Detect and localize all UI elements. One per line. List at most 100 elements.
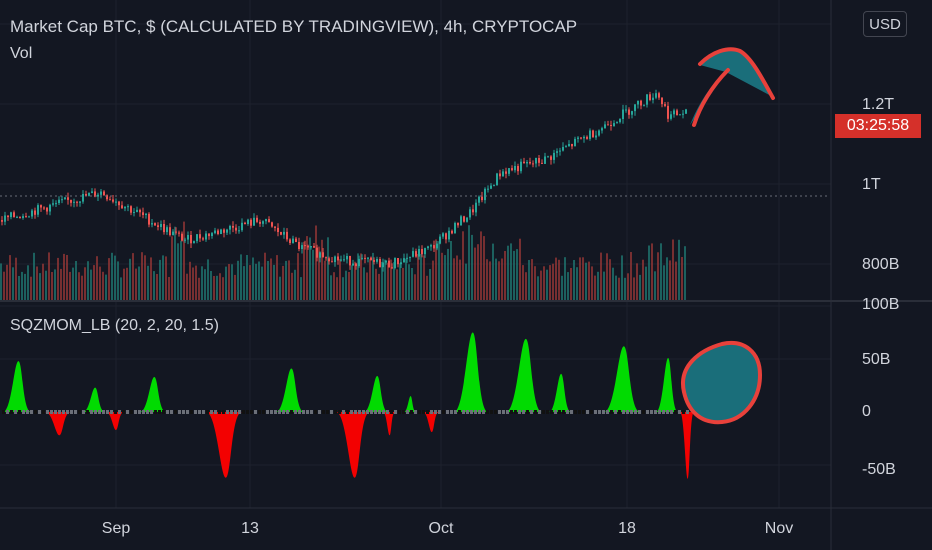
volume-bar [204, 269, 206, 300]
momentum-negative-lobe [423, 412, 439, 433]
candle-body [19, 216, 21, 218]
candle-body [541, 162, 543, 164]
volume-bar [252, 257, 254, 300]
candle-body [385, 260, 387, 263]
candle-body [436, 243, 438, 249]
squeeze-dot [682, 410, 685, 414]
candle-body [7, 215, 9, 218]
squeeze-dot [30, 410, 33, 414]
volume-bar [177, 243, 179, 300]
squeeze-dot [18, 410, 21, 414]
candle-body [58, 199, 60, 203]
momentum-positive-lobe [364, 375, 388, 412]
squeeze-dot [654, 410, 657, 414]
candle-body [31, 210, 33, 217]
volume-bar [600, 252, 602, 300]
candle-body [193, 241, 195, 244]
squeeze-dot [534, 410, 537, 414]
volume-bar [42, 263, 44, 300]
candle-body [208, 233, 210, 237]
candle-body [244, 222, 246, 224]
currency-button[interactable]: USD [863, 11, 907, 37]
candle-body [97, 194, 99, 197]
squeeze-dot [198, 410, 201, 414]
time-label-18: 18 [618, 520, 636, 537]
squeeze-dot [178, 410, 181, 414]
volume-bar [543, 266, 545, 300]
volume-bar [627, 273, 629, 300]
volume-bar [189, 261, 191, 300]
volume-bar [282, 265, 284, 300]
candle-body [346, 256, 348, 260]
squeeze-dot [78, 410, 81, 414]
candle-body [331, 261, 333, 263]
volume-bar [153, 271, 155, 300]
candle-body [505, 171, 507, 174]
squeeze-dot [14, 410, 17, 414]
volume-bar [336, 277, 338, 300]
candle-body [598, 130, 600, 136]
volume-bar [645, 266, 647, 300]
squeeze-dot [118, 410, 121, 414]
candle-body [559, 150, 561, 152]
squeeze-dot [130, 410, 133, 414]
candle-body [121, 205, 123, 209]
candle-body [637, 100, 639, 105]
squeeze-dot [190, 410, 193, 414]
squeeze-dot [470, 410, 473, 414]
squeeze-dot [262, 410, 265, 414]
volume-bar [345, 270, 347, 300]
volume-bar [243, 266, 245, 300]
squeeze-dot [638, 410, 641, 414]
candle-body [73, 201, 75, 203]
volume-bar [639, 274, 641, 300]
squeeze-dot [258, 410, 261, 414]
volume-bar [354, 261, 356, 300]
candle-body [547, 156, 549, 158]
squeeze-dot [602, 410, 605, 414]
candle-body [304, 245, 306, 247]
candle-body [112, 199, 114, 202]
price-axis-label-1-2t: 1.2T [862, 96, 895, 113]
candle-body [55, 203, 57, 205]
candle-body [169, 227, 171, 236]
volume-bar [396, 269, 398, 300]
squeeze-dot [426, 410, 429, 414]
volume-bar [459, 259, 461, 300]
squeeze-dot [554, 410, 557, 414]
candle-body [568, 144, 570, 147]
volume-bar [192, 267, 194, 300]
momentum-positive-lobe [454, 332, 488, 412]
volume-label: Vol [10, 45, 33, 62]
squeeze-dot [550, 410, 553, 414]
volume-bar [675, 261, 677, 300]
candle-body [613, 123, 615, 126]
volume-bar [507, 245, 509, 300]
squeeze-dot [286, 410, 289, 414]
volume-bar [201, 266, 203, 300]
candle-body [583, 136, 585, 139]
squeeze-dot [578, 410, 581, 414]
volume-bar [51, 272, 53, 300]
volume-bar [36, 266, 38, 300]
squeeze-dot [634, 410, 637, 414]
candle-body [364, 257, 366, 259]
indicator-axis-label-minus-50b: -50B [862, 461, 896, 478]
candle-body [28, 216, 30, 218]
squeeze-dot [334, 410, 337, 414]
candle-body [181, 233, 183, 241]
squeeze-dot [482, 410, 485, 414]
volume-bar [504, 251, 506, 300]
candle-body [508, 168, 510, 174]
squeeze-dot [278, 410, 281, 414]
volume-bar [429, 269, 431, 300]
volume-bar [285, 260, 287, 300]
volume-bar [423, 255, 425, 300]
price-axis-label-800b: 800B [862, 256, 900, 273]
candle-body [391, 267, 393, 269]
candle-body [310, 246, 312, 248]
indicator-axis-label-50b: 50B [862, 351, 891, 368]
candle-body [136, 209, 138, 212]
squeeze-dot [134, 410, 137, 414]
